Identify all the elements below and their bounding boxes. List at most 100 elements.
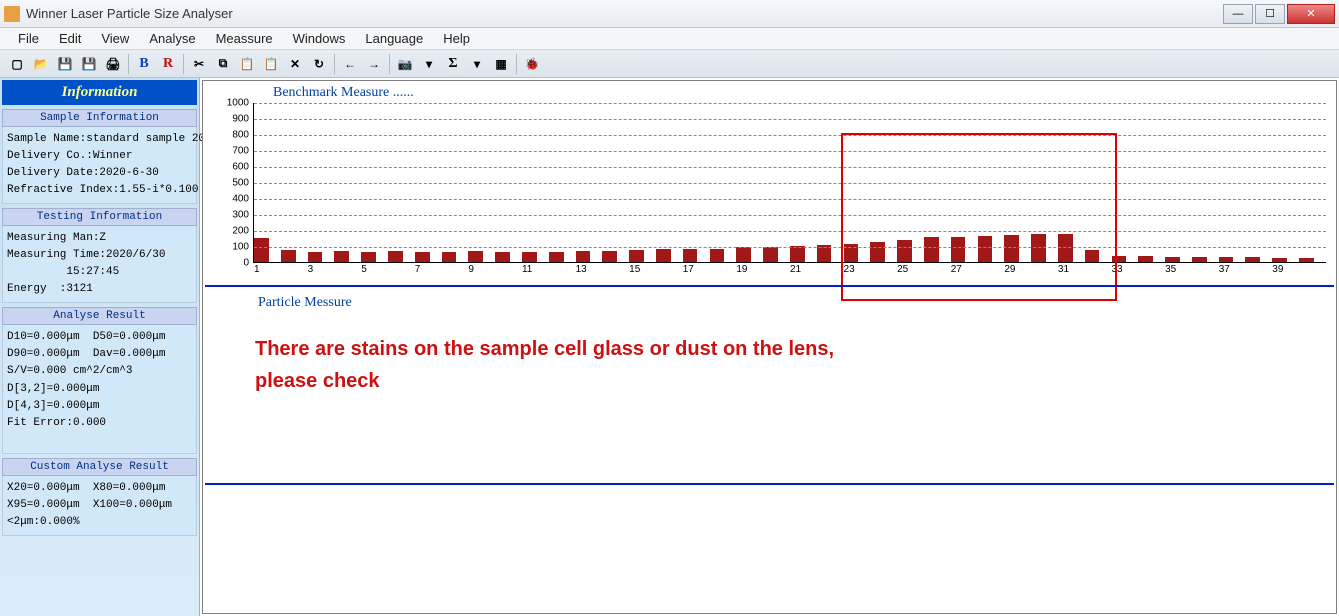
section-divider-2 xyxy=(205,483,1334,485)
maximize-button[interactable]: ☐ xyxy=(1255,4,1285,24)
benchmark-chart: 01002003004005006007008009001000 1357911… xyxy=(223,103,1326,273)
toolbar-camera-button[interactable]: 📷 xyxy=(394,53,416,75)
toolbar-separator xyxy=(516,54,517,74)
info-line: Delivery Co.:Winner xyxy=(7,148,192,165)
toolbar-table-view-button[interactable]: ▦ xyxy=(490,53,512,75)
paste-icon: 📋 xyxy=(239,56,255,72)
x-tick-label: 7 xyxy=(415,262,421,275)
info-line: Refractive Index:1.55-i*0.100 xyxy=(7,182,192,199)
toolbar-separator xyxy=(334,54,335,74)
chart-gridline xyxy=(254,215,1326,216)
toolbar-bold-b-button[interactable]: B xyxy=(133,53,155,75)
y-tick-label: 100 xyxy=(232,242,249,253)
toolbar-separator xyxy=(183,54,184,74)
toolbar-bug-button[interactable]: 🐞 xyxy=(521,53,543,75)
chart-bar xyxy=(442,252,457,262)
menu-analyse[interactable]: Analyse xyxy=(139,29,205,48)
toolbar-paste2-button[interactable]: 📋 xyxy=(260,53,282,75)
x-tick-label: 13 xyxy=(576,262,587,275)
toolbar-save-button[interactable]: 💾 xyxy=(54,53,76,75)
x-tick-label: 11 xyxy=(522,262,532,275)
chart-bar xyxy=(683,249,698,262)
chart-gridline xyxy=(254,231,1326,232)
toolbar-open-button[interactable]: 📂 xyxy=(30,53,52,75)
toolbar-arrow-right-button[interactable]: → xyxy=(363,53,385,75)
sidebar-analyse-body: D10=0.000μm D50=0.000μmD90=0.000μm Dav=0… xyxy=(2,325,197,453)
minimize-button[interactable]: — xyxy=(1223,4,1253,24)
menu-file[interactable]: File xyxy=(8,29,49,48)
chart-bar xyxy=(361,252,376,262)
toolbar-copy-button[interactable]: ⧉ xyxy=(212,53,234,75)
x-tick-label: 9 xyxy=(468,262,474,275)
chart-gridline xyxy=(254,199,1326,200)
info-line: S/V=0.000 cm^2/cm^3 xyxy=(7,363,192,380)
arrow-left-icon: ← xyxy=(342,56,358,72)
open-icon: 📂 xyxy=(33,56,49,72)
warning-message: There are stains on the sample cell glas… xyxy=(255,333,834,397)
toolbar-dropdown2-button[interactable]: ▾ xyxy=(466,53,488,75)
chart-bar xyxy=(576,251,591,262)
menu-meassure[interactable]: Meassure xyxy=(206,29,283,48)
info-line: 15:27:45 xyxy=(7,264,192,281)
sidebar-sample-header: Sample Information xyxy=(2,109,197,127)
toolbar-print-button[interactable]: 🖨 xyxy=(102,53,124,75)
info-line: D[4,3]=0.000μm xyxy=(7,398,192,415)
print-icon: 🖨 xyxy=(105,56,121,72)
toolbar-save-blue-button[interactable]: 💾 xyxy=(78,53,100,75)
chart-bar xyxy=(281,250,296,262)
x-tick-label: 1 xyxy=(254,262,260,275)
chart-bar xyxy=(736,247,751,262)
arrow-right-icon: → xyxy=(366,56,382,72)
x-tick-label: 15 xyxy=(629,262,640,275)
x-tick-label: 3 xyxy=(308,262,314,275)
toolbar-refresh-button[interactable]: ↻ xyxy=(308,53,330,75)
toolbar-paste-button[interactable]: 📋 xyxy=(236,53,258,75)
chart-bar xyxy=(308,252,323,262)
x-tick-label: 19 xyxy=(736,262,747,275)
sidebar-analyse-header: Analyse Result xyxy=(2,307,197,325)
menu-edit[interactable]: Edit xyxy=(49,29,91,48)
info-line: Sample Name:standard sample 20 xyxy=(7,131,192,148)
y-tick-label: 1000 xyxy=(227,98,249,109)
window-titlebar: Winner Laser Particle Size Analyser — ☐ … xyxy=(0,0,1339,28)
sigma-icon: Σ xyxy=(445,56,461,72)
y-tick-label: 700 xyxy=(232,146,249,157)
y-tick-label: 0 xyxy=(243,258,249,269)
window-buttons: — ☐ ✕ xyxy=(1223,4,1335,24)
menu-view[interactable]: View xyxy=(91,29,139,48)
y-tick-label: 600 xyxy=(232,162,249,173)
sidebar-custom-header: Custom Analyse Result xyxy=(2,458,197,476)
x-tick-label: 39 xyxy=(1272,262,1283,275)
info-line: Measuring Man:Z xyxy=(7,230,192,247)
info-line: Energy :3121 xyxy=(7,281,192,298)
toolbar-bold-r-button[interactable]: R xyxy=(157,53,179,75)
chart-bar xyxy=(763,247,778,262)
toolbar-separator xyxy=(389,54,390,74)
window-title: Winner Laser Particle Size Analyser xyxy=(26,6,1223,21)
chart-bar xyxy=(1245,257,1260,262)
menu-help[interactable]: Help xyxy=(433,29,480,48)
toolbar: ▢📂💾💾🖨BR✂⧉📋📋✕↻←→📷▾Σ▾▦🐞 xyxy=(0,50,1339,78)
toolbar-separator xyxy=(128,54,129,74)
x-tick-label: 17 xyxy=(683,262,694,275)
toolbar-cut-button[interactable]: ✂ xyxy=(188,53,210,75)
x-tick-label: 35 xyxy=(1165,262,1176,275)
chart-bar xyxy=(495,252,510,262)
toolbar-new-button[interactable]: ▢ xyxy=(6,53,28,75)
toolbar-delete-button[interactable]: ✕ xyxy=(284,53,306,75)
close-button[interactable]: ✕ xyxy=(1287,4,1335,24)
toolbar-arrow-left-button[interactable]: ← xyxy=(339,53,361,75)
dropdown2-icon: ▾ xyxy=(469,56,485,72)
menu-windows[interactable]: Windows xyxy=(283,29,356,48)
sidebar-custom-body: X20=0.000μm X80=0.000μmX95=0.000μm X100=… xyxy=(2,476,197,536)
toolbar-dropdown-button[interactable]: ▾ xyxy=(418,53,440,75)
chart-y-axis: 01002003004005006007008009001000 xyxy=(223,103,251,263)
info-line xyxy=(7,432,192,449)
bug-icon: 🐞 xyxy=(524,56,540,72)
menu-language[interactable]: Language xyxy=(355,29,433,48)
info-line: Delivery Date:2020-6-30 xyxy=(7,165,192,182)
info-line: X20=0.000μm X80=0.000μm xyxy=(7,480,192,497)
chart-bar xyxy=(629,250,644,262)
toolbar-sigma-button[interactable]: Σ xyxy=(442,53,464,75)
chart-bar xyxy=(415,252,430,262)
